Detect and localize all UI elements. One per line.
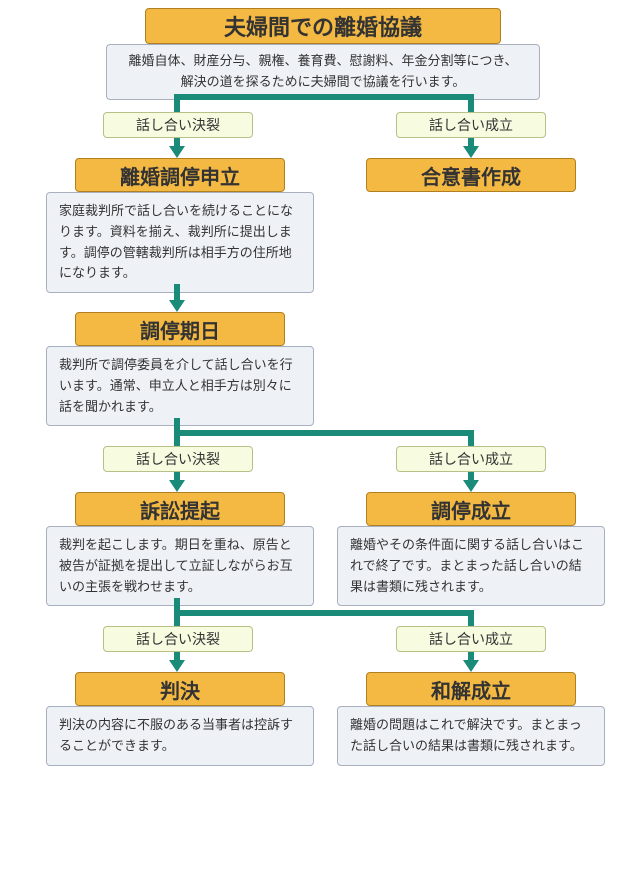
branch-2-right: 話し合い成立 xyxy=(396,446,546,472)
flowchart-stage: 夫婦間での離婚協議 離婚自体、財産分与、親権、養育費、慰謝料、年金分割等につき、… xyxy=(0,0,640,870)
conn-n4-left-v xyxy=(174,430,180,446)
branch-3-left: 話し合い決裂 xyxy=(103,626,253,652)
node-2-desc: 家庭裁判所で話し合いを続けることになります。資料を揃え、裁判所に提出します。調停… xyxy=(46,192,314,293)
node-2-title: 離婚調停申立 xyxy=(75,158,285,192)
node-1-title: 夫婦間での離婚協議 xyxy=(145,8,501,44)
branch-2-left: 話し合い決裂 xyxy=(103,446,253,472)
conn-n1-split xyxy=(174,94,474,100)
branch-3-right: 話し合い成立 xyxy=(396,626,546,652)
conn-n5-split xyxy=(174,610,474,616)
node-4-desc: 裁判所で調停委員を介して話し合いを行います。通常、申立人と相手方は別々に話を聞か… xyxy=(46,346,314,426)
node-5-title: 訴訟提起 xyxy=(75,492,285,526)
conn-n5-left-v xyxy=(174,610,180,626)
arrow-b2l xyxy=(169,480,185,492)
node-8-title: 和解成立 xyxy=(366,672,576,706)
arrow-b2r xyxy=(463,480,479,492)
arrow-b3l xyxy=(169,660,185,672)
node-1-desc: 離婚自体、財産分与、親権、養育費、慰謝料、年金分割等につき、解決の道を探るために… xyxy=(106,44,540,100)
conn-n5-right-v xyxy=(468,610,474,626)
conn-n4-right-v xyxy=(468,430,474,446)
arrow-b3r xyxy=(463,660,479,672)
arrow-b1l xyxy=(169,146,185,158)
branch-1-right: 話し合い成立 xyxy=(396,112,546,138)
arrow-n2-n4 xyxy=(169,300,185,312)
branch-1-left: 話し合い決裂 xyxy=(103,112,253,138)
conn-n4-split xyxy=(174,430,474,436)
node-5-desc: 裁判を起こします。期日を重ね、原告と被告が証拠を提出して立証しながらお互いの主張… xyxy=(46,526,314,606)
node-4-title: 調停期日 xyxy=(75,312,285,346)
node-7-desc: 判決の内容に不服のある当事者は控訴することができます。 xyxy=(46,706,314,766)
conn-n1-right-v xyxy=(468,94,474,112)
node-3-title: 合意書作成 xyxy=(366,158,576,192)
node-8-desc: 離婚の問題はこれで解決です。まとまった話し合いの結果は書類に残されます。 xyxy=(337,706,605,766)
conn-n1-left-v xyxy=(174,94,180,112)
node-6-title: 調停成立 xyxy=(366,492,576,526)
node-7-title: 判決 xyxy=(75,672,285,706)
arrow-b1r xyxy=(463,146,479,158)
node-6-desc: 離婚やその条件面に関する話し合いはこれで終了です。まとまった話し合いの結果は書類… xyxy=(337,526,605,606)
